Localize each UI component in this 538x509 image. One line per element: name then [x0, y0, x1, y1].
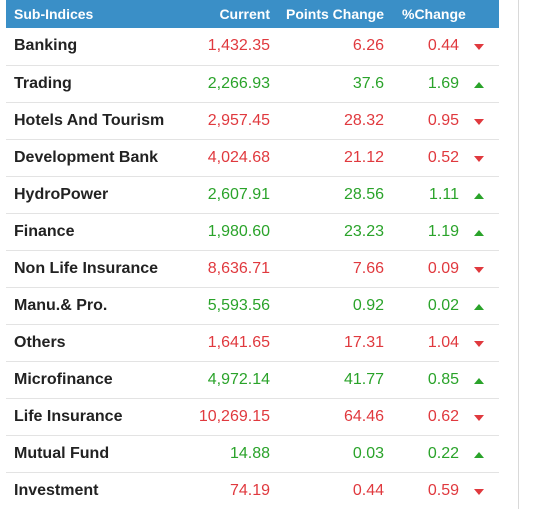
- table-row: Others 1,641.65 17.31 1.04: [6, 324, 500, 361]
- row-current: 1,641.65: [207, 333, 270, 351]
- row-name: Finance: [14, 222, 75, 240]
- row-percent-change: 0.62: [427, 407, 459, 425]
- arrow-down-icon: [474, 340, 484, 347]
- table-body: Banking 1,432.35 6.26 0.44 Trading 2,266…: [6, 28, 500, 509]
- row-points-change: 28.56: [343, 185, 384, 203]
- table-row: Non Life Insurance 8,636.71 7.66 0.09: [6, 250, 500, 287]
- row-points-change: 0.03: [352, 444, 384, 462]
- header-row: Sub-Indices Current Points Change %Chang…: [6, 0, 500, 28]
- arrow-down-icon: [474, 155, 484, 162]
- table-row: Finance 1,980.60 23.23 1.19: [6, 213, 500, 250]
- row-current: 2,957.45: [207, 111, 270, 129]
- row-percent-change: 0.02: [427, 296, 459, 314]
- row-points-change: 41.77: [343, 370, 384, 388]
- row-percent-change: 0.44: [427, 37, 459, 55]
- row-points-change: 28.32: [343, 111, 384, 129]
- row-current: 8,636.71: [207, 259, 270, 277]
- arrow-down-icon: [474, 266, 484, 273]
- sub-indices-table: Sub-Indices Current Points Change %Chang…: [6, 0, 500, 509]
- row-percent-change: 1.11: [429, 185, 459, 203]
- row-points-change: 0.92: [352, 296, 384, 314]
- row-current: 1,980.60: [207, 222, 270, 240]
- row-points-change: 0.44: [352, 481, 384, 499]
- arrow-down-icon: [474, 118, 484, 125]
- row-points-change: 21.12: [343, 148, 384, 166]
- row-percent-change: 0.52: [427, 148, 459, 166]
- row-name: Life Insurance: [14, 407, 123, 425]
- table-row: HydroPower 2,607.91 28.56 1.11: [6, 176, 500, 213]
- table-row: Microfinance 4,972.14 41.77 0.85: [6, 361, 500, 398]
- row-points-change: 17.31: [343, 333, 384, 351]
- table-row: Mutual Fund 14.88 0.03 0.22: [6, 435, 500, 472]
- row-points-change: 6.26: [352, 37, 384, 55]
- row-percent-change: 1.69: [427, 74, 459, 92]
- arrow-up-icon: [474, 229, 484, 236]
- row-name: Hotels And Tourism: [14, 111, 165, 129]
- row-name: Trading: [14, 74, 72, 92]
- table-header: Sub-Indices Current Points Change %Chang…: [6, 0, 500, 28]
- row-name: Others: [14, 333, 66, 351]
- row-percent-change: 1.04: [427, 333, 459, 351]
- row-percent-change: 0.85: [427, 370, 459, 388]
- row-current: 1,432.35: [207, 37, 270, 55]
- arrow-down-icon: [474, 414, 484, 421]
- table-row: Investment 74.19 0.44 0.59: [6, 472, 500, 509]
- row-points-change: 37.6: [352, 74, 384, 92]
- row-current: 74.19: [229, 481, 270, 499]
- table-row: Trading 2,266.93 37.6 1.69: [6, 65, 500, 102]
- row-current: 4,972.14: [207, 370, 270, 388]
- row-name: Microfinance: [14, 370, 113, 388]
- row-points-change: 7.66: [352, 259, 384, 277]
- row-current: 2,607.91: [207, 185, 270, 203]
- row-percent-change: 0.09: [427, 259, 459, 277]
- arrow-down-icon: [474, 44, 484, 51]
- row-current: 14.88: [229, 444, 270, 462]
- row-name: Banking: [14, 37, 78, 55]
- row-name: Manu.& Pro.: [14, 296, 108, 314]
- header-current[interactable]: Current: [219, 6, 270, 22]
- row-name: Investment: [14, 481, 99, 499]
- row-points-change: 64.46: [343, 407, 384, 425]
- arrow-up-icon: [474, 303, 484, 310]
- arrow-up-icon: [474, 451, 484, 458]
- row-percent-change: 1.19: [427, 222, 459, 240]
- row-name: Mutual Fund: [14, 444, 110, 462]
- table-row: Manu.& Pro. 5,593.56 0.92 0.02: [6, 287, 500, 324]
- row-current: 10,269.15: [198, 407, 270, 425]
- table-row: Life Insurance 10,269.15 64.46 0.62: [6, 398, 500, 435]
- arrow-up-icon: [474, 192, 484, 199]
- row-percent-change: 0.95: [427, 111, 459, 129]
- sub-indices-panel: Sub-Indices Current Points Change %Chang…: [6, 0, 500, 509]
- row-percent-change: 0.22: [427, 444, 459, 462]
- arrow-up-icon: [474, 81, 484, 88]
- row-points-change: 23.23: [343, 222, 384, 240]
- row-current: 4,024.68: [207, 148, 270, 166]
- row-name: Development Bank: [14, 148, 159, 166]
- row-name: Non Life Insurance: [14, 259, 159, 277]
- table-row: Banking 1,432.35 6.26 0.44: [6, 28, 499, 65]
- row-current: 2,266.93: [207, 74, 270, 92]
- header-percent-change[interactable]: %Change: [402, 6, 466, 22]
- table-row: Hotels And Tourism 2,957.45 28.32 0.95: [6, 102, 500, 139]
- header-sub-indices[interactable]: Sub-Indices: [14, 6, 94, 22]
- row-percent-change: 0.59: [427, 481, 459, 499]
- row-current: 5,593.56: [207, 296, 270, 314]
- header-points-change[interactable]: Points Change: [285, 6, 384, 22]
- arrow-up-icon: [474, 377, 484, 384]
- row-name: HydroPower: [14, 185, 109, 203]
- arrow-down-icon: [474, 488, 484, 495]
- panel-divider: [518, 0, 519, 509]
- table-row: Development Bank 4,024.68 21.12 0.52: [6, 139, 500, 176]
